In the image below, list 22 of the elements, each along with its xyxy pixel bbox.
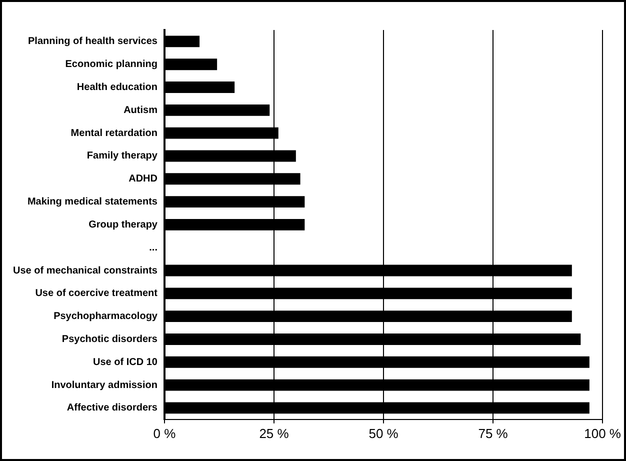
y-tick-label: Mental retardation (70, 128, 158, 139)
x-tick-label: 25 % (259, 426, 290, 441)
y-tick-label: ADHD (128, 174, 158, 185)
x-tick-label: 100 % (584, 426, 622, 441)
x-tick-label: 75 % (478, 426, 508, 441)
y-tick-label: Health education (76, 82, 158, 94)
x-tick-label: 50 % (368, 426, 399, 441)
y-tick-label: Psychotic disorders (62, 334, 158, 345)
y-tick-label: Use of mechanical constraints (12, 265, 158, 276)
x-tick-label: 0 % (153, 426, 176, 441)
y-tick-label: Use of coercive treatment (35, 288, 158, 300)
y-tick-label: Making medical statements (27, 196, 158, 208)
y-tick-label: Economic planning (65, 59, 158, 70)
y-tick-label: Involuntary admission (51, 380, 158, 391)
y-tick-label: Group therapy (88, 219, 158, 230)
y-tick-label: Psychopharmacology (54, 311, 158, 322)
y-tick-label: Autism (124, 104, 158, 116)
y-tick-label: Use of ICD 10 (93, 356, 158, 368)
y-tick-label: Family therapy (86, 150, 158, 162)
y-tick-label: Planning of health services (28, 36, 158, 48)
y-tick-label: ... (149, 242, 158, 254)
y-tick-label: Affective disorders (66, 402, 158, 414)
